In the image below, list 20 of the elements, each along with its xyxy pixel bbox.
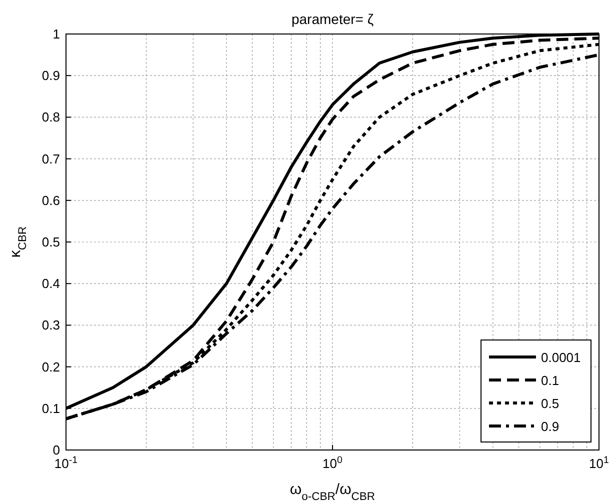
y-tick-label: 0.5 [42,234,60,250]
y-tick-label: 0.8 [42,110,60,125]
legend-label: 0.1 [541,373,560,388]
legend-label: 0.5 [541,396,560,411]
y-tick-label: 0 [52,442,60,458]
y-tick-label: 1 [52,26,60,42]
y-tick-label: 0.2 [42,359,60,374]
chart-title: parameter= ζ [291,11,374,27]
y-tick-label: 0.6 [42,192,60,208]
legend-label: 0.9 [541,419,560,434]
legend-label: 0.0001 [541,350,581,365]
y-tick-label: 0.1 [42,400,60,416]
y-tick-label: 0.4 [42,276,60,292]
y-tick-label: 0.7 [42,151,60,166]
y-tick-label: 0.9 [42,68,60,84]
y-tick-label: 0.3 [42,318,60,333]
x-tick-label: 10$^{1}$ [589,454,609,471]
x-axis-title: ω$_{o-CBR}$/ω$_{CBR}$ [290,481,376,502]
x-tick-label: 10$^{0}$ [322,454,344,471]
x-tick-label: 10$^{-1}$ [54,454,78,471]
